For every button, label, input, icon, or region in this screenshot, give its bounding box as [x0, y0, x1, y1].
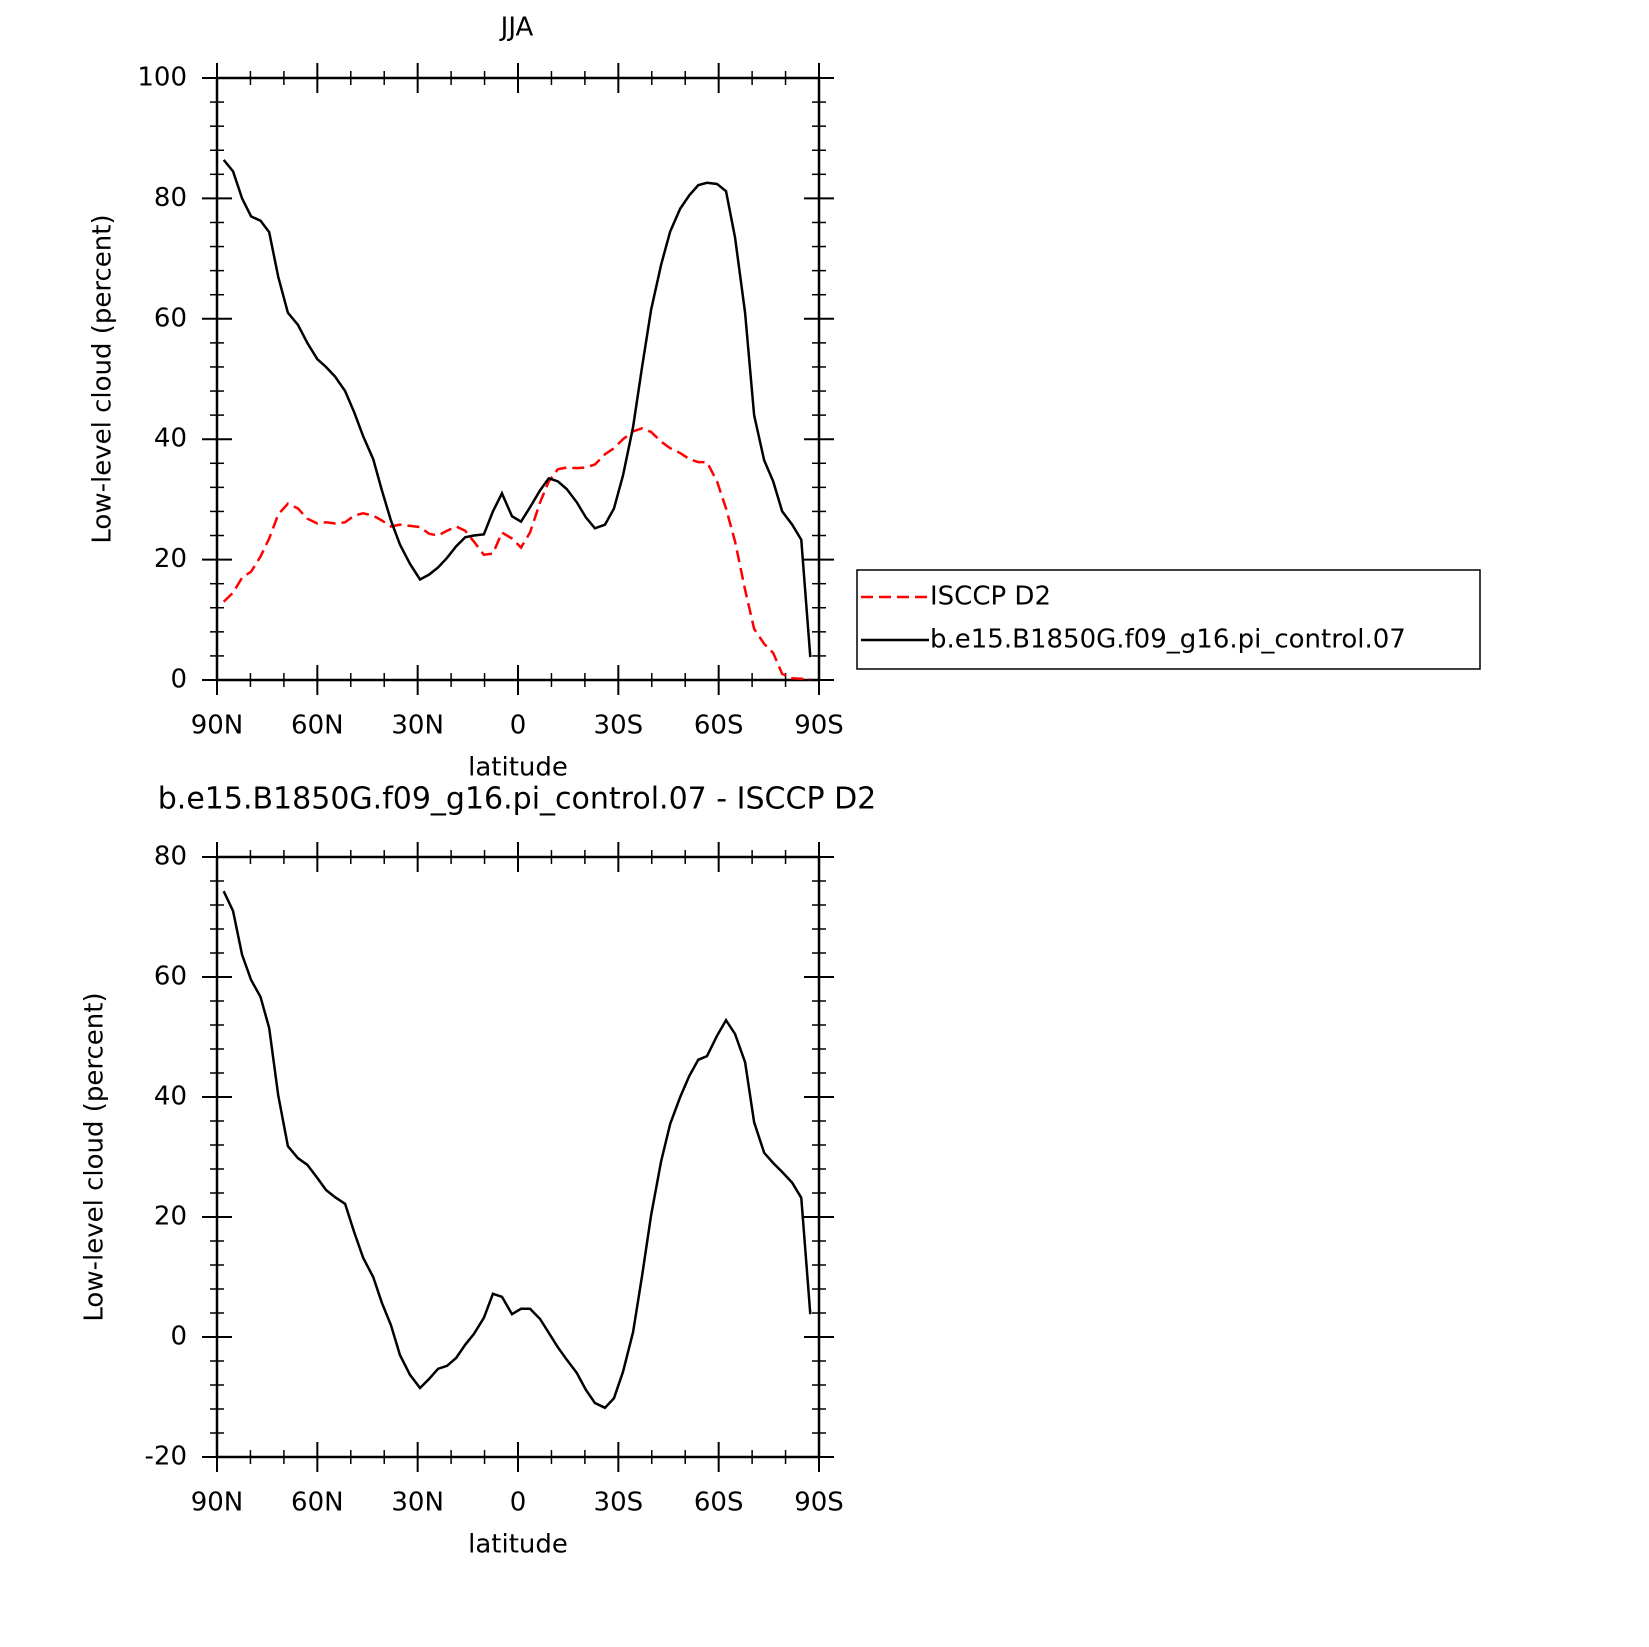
- legend-box: [856, 569, 1481, 670]
- data-line: [222, 890, 812, 1410]
- data-line: [222, 159, 812, 658]
- x-tick-label: 90S: [794, 1488, 844, 1518]
- data-line: [222, 427, 811, 681]
- x-tick-label: 60N: [291, 1488, 344, 1518]
- x-tick-label: 30N: [391, 1488, 444, 1518]
- y-axis-label: Low-level cloud (percent): [80, 992, 110, 1321]
- plot-frame: [215, 855, 821, 1459]
- x-axis-label: latitude: [468, 1530, 568, 1560]
- x-tick-label: 90N: [191, 1488, 244, 1518]
- legend-label: b.e15.B1850G.f09_g16.pi_control.07: [930, 625, 1406, 655]
- y-tick-label: -20: [145, 1442, 187, 1472]
- x-tick-label: 0: [510, 711, 527, 741]
- y-tick-label: 40: [154, 424, 187, 454]
- y-axis-label: Low-level cloud (percent): [88, 214, 118, 543]
- legend-label: ISCCP D2: [930, 582, 1051, 612]
- y-tick-label: 100: [137, 63, 187, 93]
- y-tick-label: 40: [154, 1082, 187, 1112]
- x-axis-label: latitude: [468, 753, 568, 783]
- chart-title: JJA: [499, 13, 534, 43]
- plot-frame: [215, 76, 821, 682]
- y-tick-label: 0: [170, 1322, 187, 1352]
- chart-title: b.e15.B1850G.f09_g16.pi_control.07 - ISC…: [158, 782, 877, 817]
- y-tick-label: 0: [170, 665, 187, 695]
- x-tick-label: 90S: [794, 711, 844, 741]
- x-tick-label: 30S: [594, 711, 644, 741]
- y-tick-label: 20: [154, 544, 187, 574]
- y-tick-label: 60: [154, 303, 187, 333]
- x-tick-label: 90N: [191, 711, 244, 741]
- y-tick-label: 80: [154, 842, 187, 872]
- x-tick-label: 30S: [594, 1488, 644, 1518]
- x-tick-label: 30N: [391, 711, 444, 741]
- y-tick-label: 80: [154, 183, 187, 213]
- x-tick-label: 0: [510, 1488, 527, 1518]
- y-tick-label: 20: [154, 1202, 187, 1232]
- x-tick-label: 60S: [694, 1488, 744, 1518]
- y-tick-label: 60: [154, 962, 187, 992]
- x-tick-label: 60S: [694, 711, 744, 741]
- x-tick-label: 60N: [291, 711, 344, 741]
